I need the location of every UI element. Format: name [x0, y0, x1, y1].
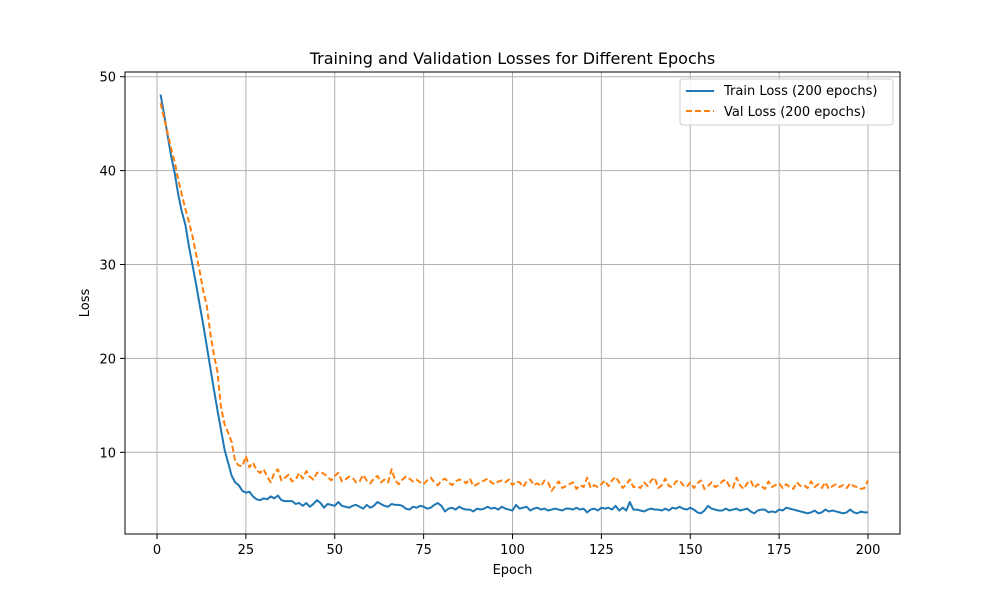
y-axis-label: Loss	[78, 289, 93, 318]
x-tick-label: 25	[238, 543, 255, 558]
axis-ticks: 0 25 50 75 100 125 150 175 200 10 20 30 40 50	[99, 71, 880, 558]
x-tick-label: 175	[767, 543, 792, 558]
legend: Train Loss (200 epochs) Val Loss (200 ep…	[679, 78, 894, 126]
x-tick-label: 150	[678, 543, 703, 558]
x-tick-label: 0	[153, 543, 161, 558]
y-tick-label: 20	[99, 352, 116, 367]
y-tick-label: 40	[99, 165, 116, 180]
x-tick-label: 50	[326, 543, 343, 558]
legend-label-train: Train Loss (200 epochs)	[723, 84, 877, 99]
y-tick-label: 30	[99, 259, 116, 274]
x-tick-label: 125	[589, 543, 614, 558]
y-tick-label: 10	[99, 446, 116, 461]
x-tick-label: 100	[500, 543, 525, 558]
x-axis-label: Epoch	[493, 563, 533, 578]
legend-label-val: Val Loss (200 epochs)	[724, 105, 866, 120]
grid	[125, 72, 900, 534]
legend-box	[679, 78, 894, 126]
train-loss-line	[159, 94, 868, 515]
chart-title: Training and Validation Losses for Diffe…	[309, 49, 715, 68]
x-tick-label: 75	[415, 543, 432, 558]
y-tick-label: 50	[99, 71, 116, 86]
val-loss-line	[159, 102, 869, 492]
x-tick-label: 200	[856, 543, 881, 558]
series-lines	[159, 94, 869, 515]
